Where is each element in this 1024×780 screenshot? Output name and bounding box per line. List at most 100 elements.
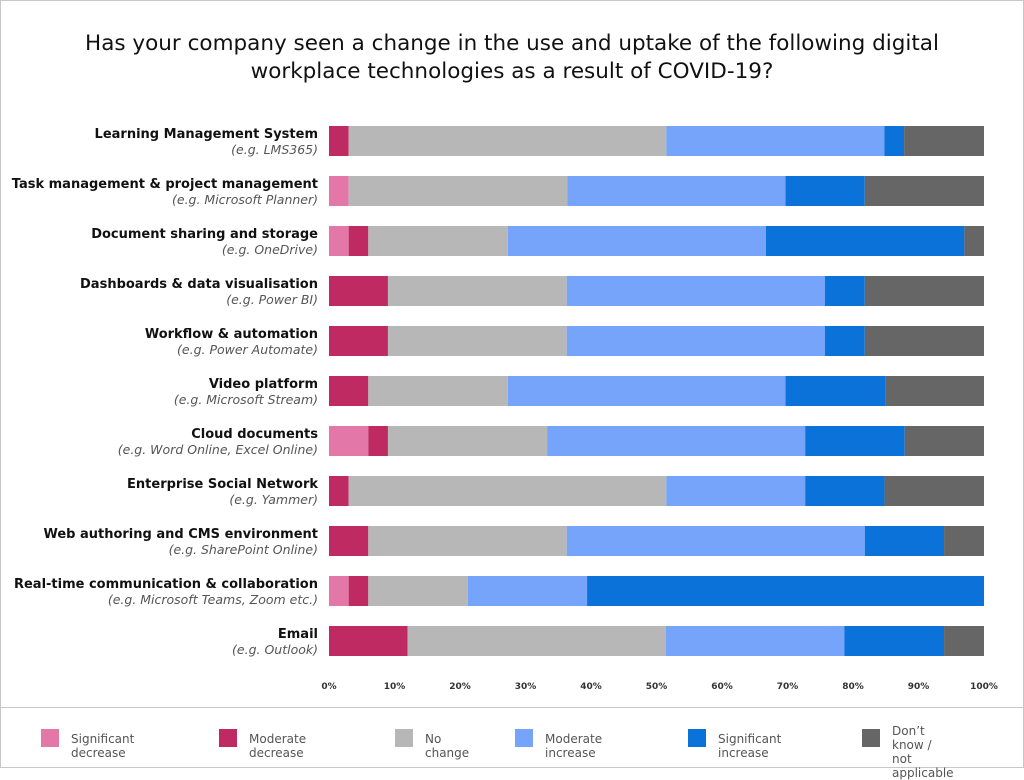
bar-segment bbox=[329, 576, 349, 606]
bar-segment bbox=[864, 526, 945, 556]
bar-segment bbox=[467, 576, 588, 606]
x-tick-label: 30% bbox=[515, 682, 537, 692]
bar-segment bbox=[507, 226, 766, 256]
bar-segment bbox=[368, 376, 508, 406]
bar-segment bbox=[329, 476, 349, 506]
bar-segment bbox=[348, 226, 369, 256]
bar-segment bbox=[387, 426, 548, 456]
bar-segment bbox=[884, 476, 984, 506]
x-tick-label: 50% bbox=[646, 682, 668, 692]
bar-segment bbox=[864, 176, 984, 206]
bar-segment bbox=[329, 626, 408, 656]
category-label: Real-time communication & collaboration bbox=[14, 577, 318, 592]
category-labels: Learning Management System(e.g. LMS365) T… bbox=[12, 127, 319, 657]
legend-swatch bbox=[41, 729, 59, 747]
x-tick-label: 0% bbox=[321, 682, 336, 692]
bar-segment bbox=[844, 626, 945, 656]
bar-segment bbox=[329, 226, 349, 256]
x-tick-label: 40% bbox=[580, 682, 602, 692]
category-label: Cloud documents bbox=[191, 427, 318, 442]
x-tick-label: 60% bbox=[711, 682, 733, 692]
bar-segment bbox=[507, 376, 786, 406]
bar-segment bbox=[785, 376, 886, 406]
bar-segment bbox=[944, 526, 984, 556]
bar-segment bbox=[348, 176, 568, 206]
category-label: Email bbox=[278, 627, 318, 642]
bar-segment bbox=[329, 326, 388, 356]
bar-segment bbox=[884, 126, 905, 156]
category-label: Workflow & automation bbox=[145, 327, 318, 342]
bar-segment bbox=[387, 326, 567, 356]
bar-segment bbox=[348, 126, 667, 156]
bar-segment bbox=[587, 576, 984, 606]
category-label: Dashboards & data visualisation bbox=[80, 277, 318, 292]
bar-segment bbox=[329, 376, 369, 406]
bar-segment bbox=[666, 476, 806, 506]
bar-segment bbox=[566, 326, 825, 356]
chart-title-line-1: Has your company seen a change in the us… bbox=[85, 31, 939, 56]
chart-title: Has your company seen a change in the us… bbox=[20, 30, 1004, 86]
bar-segment bbox=[329, 526, 369, 556]
bar-segment bbox=[864, 276, 984, 306]
chart-title-line-2: workplace technologies as a result of CO… bbox=[250, 59, 774, 84]
legend-swatch bbox=[395, 729, 413, 747]
bar-segment bbox=[665, 626, 845, 656]
bar-area bbox=[329, 126, 984, 656]
x-axis: 0% 10% 20% 30% 40% 50% 60% 70% 80% 90% 100% bbox=[321, 682, 998, 692]
legend-label: Moderate increase bbox=[545, 732, 603, 760]
bar-segment bbox=[368, 426, 388, 456]
legend-swatch bbox=[219, 729, 237, 747]
bar-segment bbox=[824, 326, 865, 356]
category-example: (e.g. Power BI) bbox=[226, 292, 318, 307]
bar-segment bbox=[904, 126, 984, 156]
bar-segment bbox=[824, 276, 865, 306]
category-example: (e.g. SharePoint Online) bbox=[169, 542, 318, 557]
bar-segment bbox=[904, 426, 984, 456]
x-tick-label: 10% bbox=[384, 682, 406, 692]
x-tick-label: 80% bbox=[842, 682, 864, 692]
bar-segment bbox=[348, 576, 369, 606]
bar-segment bbox=[407, 626, 666, 656]
bar-segment bbox=[805, 426, 905, 456]
bar-segment bbox=[329, 426, 369, 456]
bar-segment bbox=[566, 276, 825, 306]
bar-segment bbox=[368, 226, 508, 256]
bar-segment bbox=[329, 126, 349, 156]
legend-label: Moderate decrease bbox=[249, 732, 307, 760]
category-example: (e.g. OneDrive) bbox=[222, 242, 318, 257]
bar-segment bbox=[348, 476, 667, 506]
bar-segment bbox=[368, 526, 567, 556]
category-example: (e.g. Microsoft Planner) bbox=[172, 192, 318, 207]
bar-segment bbox=[785, 176, 865, 206]
bar-segment bbox=[765, 226, 965, 256]
legend-label: Significant increase bbox=[718, 732, 782, 760]
category-example: (e.g. Yammer) bbox=[229, 492, 318, 507]
bar-segment bbox=[666, 126, 885, 156]
bar-segment bbox=[329, 176, 349, 206]
category-example: (e.g. LMS365) bbox=[231, 142, 318, 157]
bar-segment bbox=[329, 276, 388, 306]
legend-label: Significant decrease bbox=[71, 732, 135, 760]
category-label: Video platform bbox=[209, 377, 318, 392]
category-label: Web authoring and CMS environment bbox=[43, 527, 318, 542]
legend-label: No change bbox=[425, 732, 470, 760]
category-label: Task management & project management bbox=[12, 177, 318, 192]
bar-segment bbox=[885, 376, 984, 406]
category-example: (e.g. Outlook) bbox=[232, 642, 318, 657]
legend-swatch bbox=[862, 729, 880, 747]
bar-segment bbox=[387, 276, 567, 306]
bar-segment bbox=[944, 626, 984, 656]
bar-segment bbox=[566, 526, 865, 556]
x-tick-label: 20% bbox=[449, 682, 471, 692]
legend: Significant decrease Moderate decrease No … bbox=[1, 707, 1023, 780]
bar-segment bbox=[567, 176, 786, 206]
category-label: Enterprise Social Network bbox=[127, 477, 318, 492]
legend-swatch bbox=[515, 729, 533, 747]
bar-segment bbox=[964, 226, 984, 256]
bar-segment bbox=[805, 476, 885, 506]
category-example: (e.g. Power Automate) bbox=[177, 342, 318, 357]
legend-swatch bbox=[688, 729, 706, 747]
bar-segment bbox=[864, 326, 984, 356]
category-example: (e.g. Microsoft Teams, Zoom etc.) bbox=[108, 592, 318, 607]
